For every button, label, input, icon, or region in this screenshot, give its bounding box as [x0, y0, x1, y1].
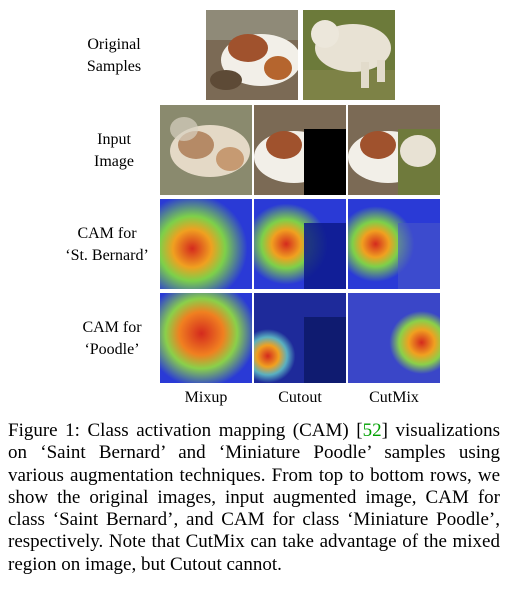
- image-original-stbernard: [206, 10, 298, 100]
- row-label-cam-poodle: CAM for ‘Poodle’: [58, 317, 166, 361]
- row-label-input: Input Image: [62, 129, 166, 173]
- row-label-original-line2: Samples: [86, 58, 142, 75]
- image-original-poodle: [303, 10, 395, 100]
- row-label-input-line2: Image: [94, 153, 134, 170]
- row-label-original: Original Samples: [62, 34, 166, 78]
- cam-poodle-cutout: [254, 293, 346, 383]
- cam-stbernard-cutout: [254, 199, 346, 289]
- row-label-cam-stbernard: CAM for ‘St. Bernard’: [50, 223, 164, 267]
- row-label-cam-poodle-line2: ‘Poodle’: [84, 341, 140, 358]
- image-input-cutmix: [348, 105, 440, 195]
- column-label-cutmix: CutMix: [369, 389, 419, 406]
- row-label-cam-poodle-line1: CAM for: [82, 319, 142, 336]
- cam-poodle-mixup: [160, 293, 252, 383]
- cam-stbernard-mixup: [160, 199, 252, 289]
- citation-link[interactable]: 52: [362, 420, 382, 441]
- row-label-cam-stb-line1: CAM for: [77, 225, 137, 242]
- column-label-cutout: Cutout: [278, 389, 322, 406]
- row-label-original-line1: Original: [87, 36, 141, 53]
- column-label-mixup: Mixup: [184, 389, 228, 406]
- caption-suffix: ] visualizations on ‘Saint Bernard’ and …: [8, 420, 500, 575]
- cam-stbernard-cutmix: [348, 199, 440, 289]
- caption-prefix: Figure 1: Class activation mapping (CAM)…: [8, 420, 363, 441]
- row-label-cam-stb-line2: ‘St. Bernard’: [65, 247, 149, 264]
- figure-caption: Figure 1: Class activation mapping (CAM)…: [8, 420, 500, 576]
- row-label-input-line1: Input: [97, 131, 131, 148]
- image-input-mixup: [160, 105, 252, 195]
- cam-poodle-cutmix: [348, 293, 440, 383]
- image-input-cutout: [254, 105, 346, 195]
